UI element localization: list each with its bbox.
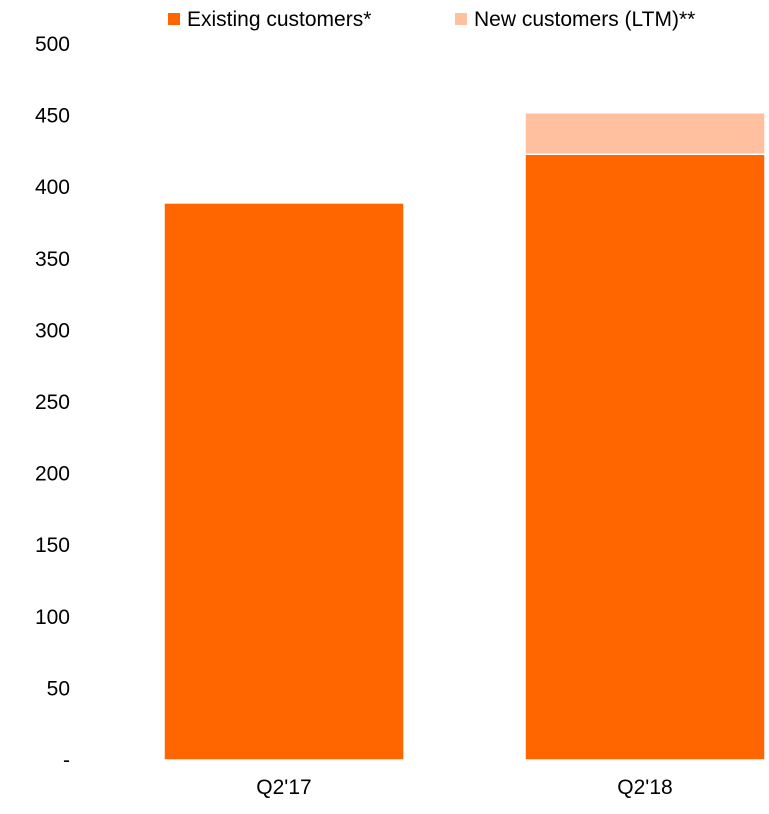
- legend-item-existing: Existing customers*: [168, 8, 371, 31]
- y-tick-label: 450: [35, 105, 70, 128]
- y-tick-label: 250: [35, 391, 70, 414]
- legend-label: New customers (LTM)**: [474, 8, 695, 31]
- legend-swatch: [455, 13, 467, 25]
- y-tick-label: 100: [35, 606, 70, 629]
- y-tick-label: 300: [35, 319, 70, 342]
- x-tick-label: Q2'17: [256, 776, 311, 799]
- y-axis: - 50 100 150 200 250 300 350 400 450 500: [35, 33, 70, 772]
- legend-label: Existing customers*: [187, 8, 371, 31]
- bar-segment-new-2: [524, 111, 766, 156]
- y-tick-label: 500: [35, 33, 70, 56]
- legend-swatch: [168, 13, 180, 25]
- legend-item-new: New customers (LTM)**: [455, 8, 695, 31]
- bar-segment-existing-1: [163, 202, 405, 761]
- bars: [163, 111, 766, 761]
- y-tick-label: 400: [35, 176, 70, 199]
- y-tick-label: -: [63, 749, 70, 772]
- bar-segment-existing-2: [524, 153, 766, 761]
- y-tick-label: 200: [35, 463, 70, 486]
- y-tick-label: 50: [47, 677, 70, 700]
- y-tick-label: 150: [35, 534, 70, 557]
- legend: Existing customers* New customers (LTM)**: [168, 8, 695, 31]
- x-axis: Q2'17 Q2'18: [256, 776, 672, 799]
- x-tick-label: Q2'18: [617, 776, 672, 799]
- y-tick-label: 350: [35, 248, 70, 271]
